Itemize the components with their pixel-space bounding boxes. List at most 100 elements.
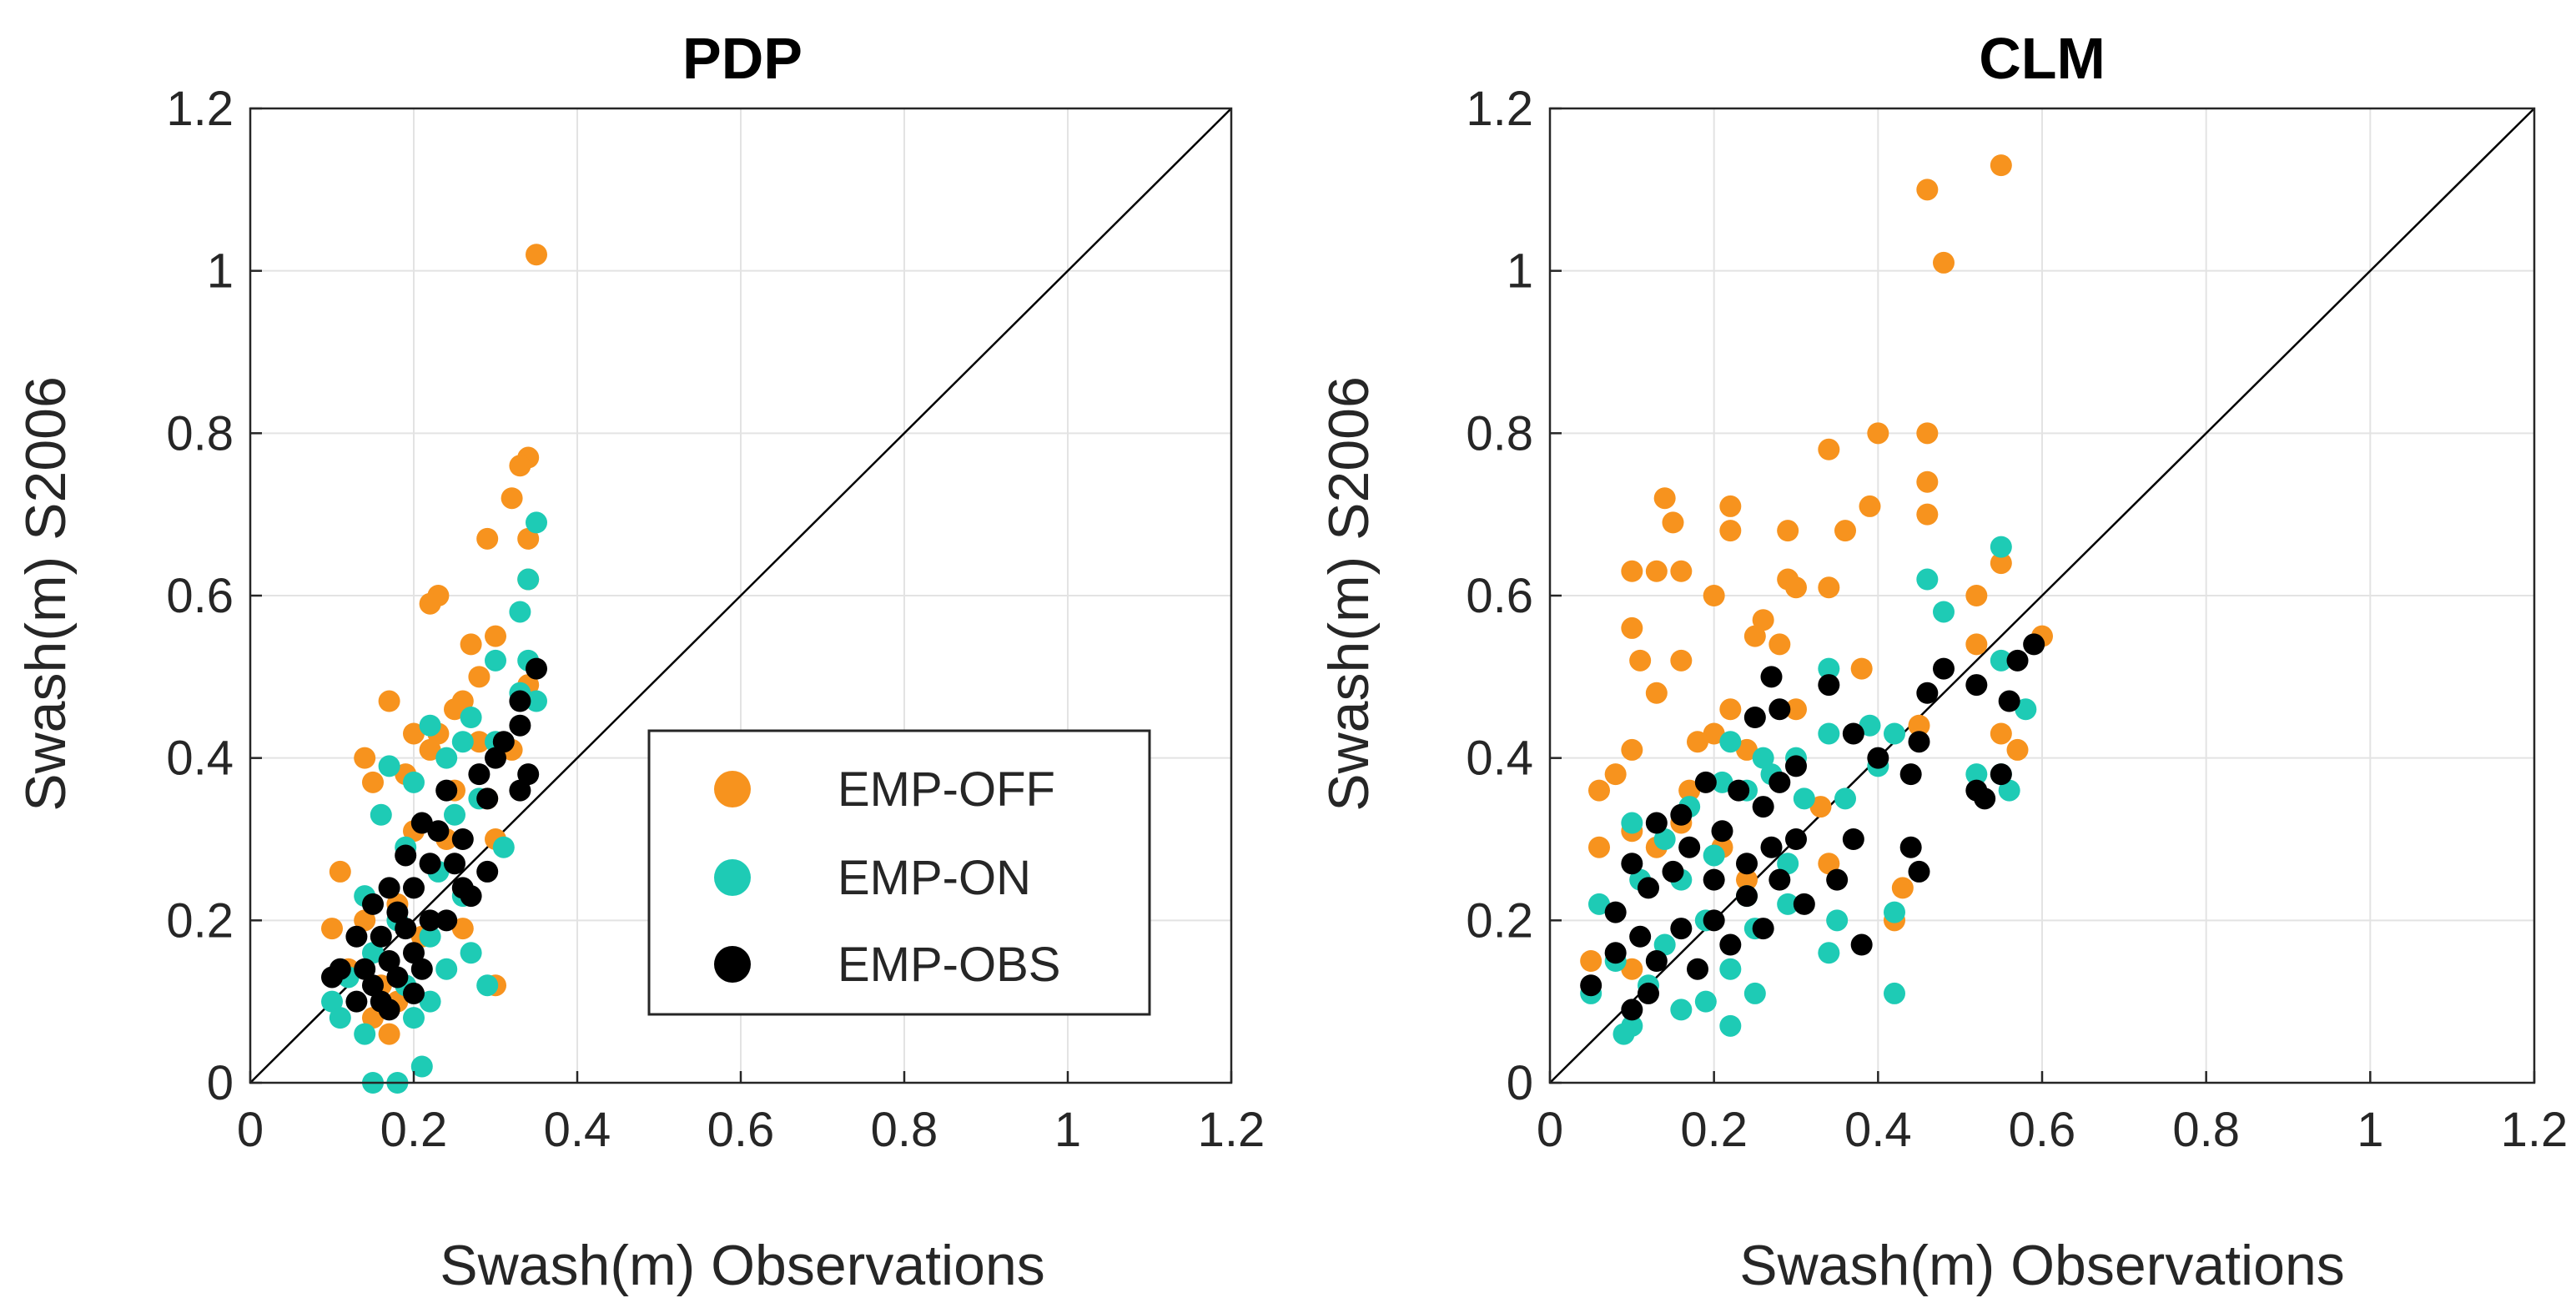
clm-point-emp-off-42: [1678, 779, 1701, 802]
clm-point-emp-off-51: [1588, 836, 1610, 858]
pdp-point-emp-obs-15: [460, 885, 482, 908]
pdp-point-emp-on-13: [403, 771, 425, 793]
clm-point-emp-on-46: [1719, 1014, 1742, 1037]
pdp-point-emp-obs-28: [386, 966, 409, 989]
pdp-point-emp-obs-6: [476, 787, 499, 810]
legend-marker-emp-on: [714, 859, 751, 896]
clm-x-tick-label-3: 0.6: [2009, 1103, 2076, 1157]
clm-point-emp-off-54: [1891, 877, 1914, 899]
clm-x-tick-label-1: 0.2: [1680, 1103, 1748, 1157]
clm-point-emp-obs-11: [1842, 722, 1864, 745]
pdp-x-ticks: 0 0.2 0.4 0.6 0.8 1 1.2: [237, 1071, 1265, 1157]
clm-point-emp-off-17: [1645, 560, 1668, 582]
clm-point-emp-obs-12: [1785, 755, 1807, 777]
clm-point-emp-off-2: [1933, 251, 1955, 274]
clm-point-emp-obs-15: [1768, 771, 1791, 793]
pdp-point-emp-on-27: [321, 990, 343, 1013]
clm-point-emp-obs-52: [1826, 868, 1849, 891]
pdp-point-emp-off-11: [468, 666, 491, 688]
clm-point-emp-obs-25: [1785, 828, 1807, 850]
clm-point-emp-on-4: [1818, 657, 1840, 680]
pdp-point-emp-obs-13: [476, 860, 499, 883]
clm-point-emp-off-18: [1670, 560, 1693, 582]
clm-point-emp-obs-33: [1703, 868, 1725, 891]
clm-point-emp-obs-5: [1998, 690, 2020, 712]
pdp-point-emp-off-23: [362, 771, 384, 793]
clm-point-emp-off-34: [1719, 698, 1742, 721]
pdp-point-emp-on-8: [419, 714, 441, 737]
clm-point-emp-on-41: [1884, 982, 1905, 1004]
pdp-point-emp-obs-35: [410, 958, 433, 980]
clm-point-emp-off-4: [1916, 422, 1939, 445]
pdp-y-tick-label-1: 0.2: [166, 893, 234, 948]
clm-x-ticks: 0 0.2 0.4 0.6 0.8 1 1.2: [1537, 1071, 2568, 1157]
pdp-point-emp-on-32: [410, 1055, 433, 1078]
clm-title: CLM: [1979, 26, 2106, 91]
clm-point-emp-obs-18: [1670, 803, 1693, 826]
pdp-point-emp-obs-23: [345, 925, 368, 948]
legend: EMP-OFF EMP-ON EMP-OBS: [647, 729, 1151, 1016]
clm-point-emp-obs-32: [1662, 860, 1684, 883]
clm-point-emp-off-37: [1687, 731, 1708, 753]
clm-point-emp-off-15: [1990, 552, 2012, 575]
legend-marker-emp-obs: [714, 946, 751, 983]
pdp-point-emp-off-29: [329, 860, 351, 883]
clm-point-emp-on-20: [1834, 787, 1856, 810]
pdp-point-emp-off-14: [378, 690, 400, 712]
clm-point-emp-obs-3: [1965, 674, 1988, 697]
pdp-y-ticks: 0 0.2 0.4 0.6 0.8 1 1.2: [166, 82, 262, 1110]
pdp-point-emp-obs-9: [427, 820, 450, 843]
clm-point-emp-obs-38: [1793, 893, 1815, 915]
clm-point-emp-on-35: [1653, 933, 1676, 956]
clm-point-emp-on-16: [1711, 771, 1733, 793]
clm-point-emp-off-43: [1908, 714, 1930, 737]
pdp-point-emp-obs-34: [378, 999, 400, 1021]
clm-point-emp-off-0: [1990, 154, 2012, 177]
clm-point-emp-on-34: [1998, 779, 2020, 802]
pdp-point-emp-on-12: [378, 755, 400, 777]
clm-point-emp-off-31: [1670, 649, 1693, 672]
clm-point-emp-on-31: [1826, 909, 1849, 932]
pdp-y-tick-label-0: 0: [207, 1056, 234, 1110]
pdp-point-emp-off-10: [485, 625, 506, 647]
pdp-point-emp-off-34: [451, 918, 474, 940]
clm-point-emp-obs-21: [1990, 763, 2012, 786]
pdp-point-emp-off-8: [419, 592, 441, 615]
pdp-y-tick-label-6: 1.2: [166, 82, 234, 136]
clm-y-ticks: 0 0.2 0.4 0.6 0.8 1 1.2: [1466, 82, 1562, 1110]
clm-point-emp-on-21: [1621, 812, 1643, 834]
pdp-point-emp-off-19: [419, 738, 441, 761]
pdp-point-emp-off-38: [362, 1007, 384, 1029]
clm-point-emp-obs-48: [1687, 958, 1708, 980]
clm-point-emp-off-33: [1645, 682, 1668, 704]
pdp-point-emp-on-35: [419, 990, 441, 1013]
clm-point-emp-obs-1: [2006, 649, 2029, 672]
clm-y-axis-label: Swash(m) S2006: [1317, 376, 1381, 812]
clm-point-emp-obs-19: [1899, 763, 1922, 786]
clm-point-emp-on-28: [1777, 893, 1799, 915]
pdp-y-tick-label-5: 1: [207, 244, 234, 299]
clm-y-tick-label-4: 0.8: [1466, 406, 1533, 460]
clm-x-tick-label-5: 1: [2357, 1103, 2383, 1157]
pdp-point-emp-obs-3: [517, 763, 540, 786]
clm-point-emp-obs-44: [1850, 933, 1873, 956]
pdp-point-emp-obs-0: [526, 657, 547, 680]
pdp-x-tick-label-1: 0.2: [380, 1103, 448, 1157]
clm-points: [1580, 154, 2053, 1045]
pdp-point-emp-off-17: [468, 731, 491, 753]
clm-point-emp-obs-49: [1580, 974, 1602, 997]
clm-point-emp-obs-22: [1974, 787, 1996, 810]
clm-point-emp-obs-45: [1719, 933, 1742, 956]
clm-x-tick-label-6: 1.2: [2501, 1103, 2568, 1157]
pdp-point-emp-on-2: [509, 601, 531, 623]
clm-point-emp-off-39: [1736, 738, 1758, 761]
pdp-point-emp-obs-17: [378, 877, 400, 899]
clm-point-emp-off-28: [1965, 633, 1988, 656]
pdp-point-emp-on-1: [517, 568, 540, 591]
clm-point-emp-on-7: [1884, 722, 1905, 745]
clm-point-emp-obs-26: [1842, 828, 1864, 850]
pdp-y-axis-label: Swash(m) S2006: [14, 376, 78, 812]
pdp-point-emp-obs-4: [509, 779, 531, 802]
pdp-point-emp-obs-25: [378, 950, 400, 972]
pdp-point-emp-obs-7: [435, 779, 458, 802]
